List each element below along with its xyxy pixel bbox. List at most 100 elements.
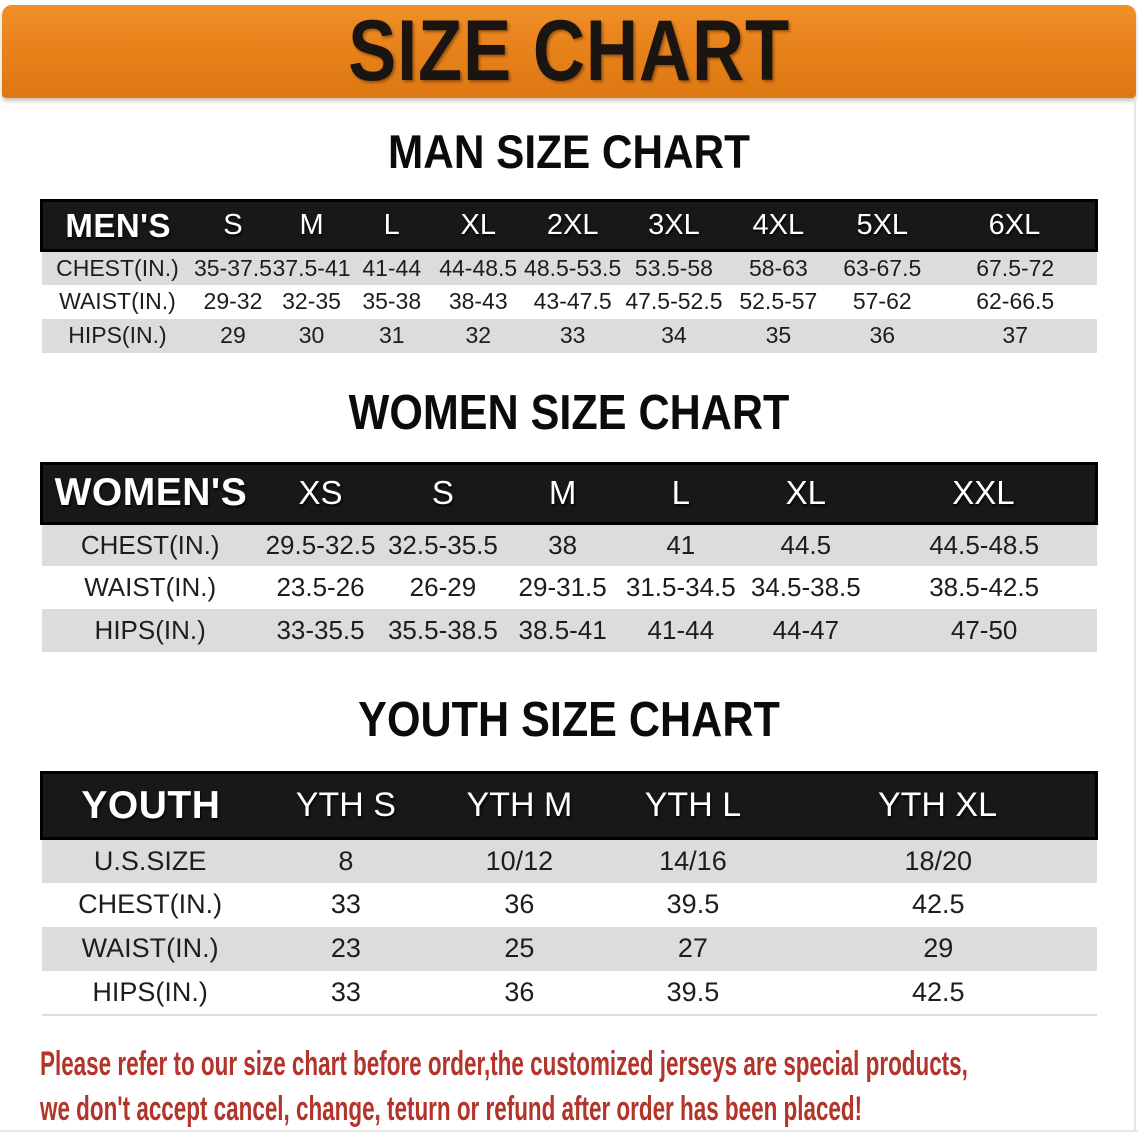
size-column-header: 4XL	[726, 199, 831, 252]
size-value-cell: 41	[621, 523, 740, 566]
size-column-header: 2XL	[523, 199, 622, 252]
measurement-row-label: HIPS(IN.)	[41, 970, 259, 1015]
table-category-label: YOUTH	[39, 771, 259, 840]
measurement-row: HIPS(IN.) 33 36 39.5 42.5	[41, 970, 1097, 1015]
size-value-cell: 35-37.5	[193, 250, 273, 285]
size-column-header: YTH L	[605, 771, 780, 840]
size-value-cell: 29.5-32.5	[258, 523, 383, 566]
youth-chart-heading: YOUTH SIZE CHART	[358, 693, 780, 747]
size-value-cell: 32	[432, 318, 524, 353]
measurement-row-label: WAIST(IN.)	[41, 926, 259, 971]
size-value-cell: 35-38	[350, 284, 433, 319]
size-table-header-row: WOMEN'S XS S M L XL XXL	[39, 461, 1098, 525]
size-column-header: 3XL	[621, 199, 727, 252]
size-value-cell: 26-29	[382, 566, 504, 609]
size-column-header: L	[350, 199, 433, 252]
size-value-cell: 29-32	[193, 284, 273, 319]
size-value-cell: 38.5-41	[503, 609, 622, 652]
size-value-cell: 44-47	[739, 609, 872, 652]
size-table-header-row: YOUTH YTH S YTH M YTH L YTH XL	[39, 771, 1098, 840]
size-value-cell: 29	[193, 318, 273, 353]
size-value-cell: 42.5	[779, 970, 1097, 1015]
size-value-cell: 36	[830, 318, 934, 353]
size-value-cell: 39.5	[605, 970, 780, 1015]
size-value-cell: 44.5-48.5	[871, 523, 1097, 566]
size-value-cell: 31	[350, 318, 433, 353]
men-chart-heading: MAN SIZE CHART	[388, 125, 750, 178]
size-column-header: M	[503, 461, 622, 525]
measurement-row-label: CHEST(IN.)	[41, 882, 259, 927]
disclaimer-line-1: Please refer to our size chart before or…	[40, 1044, 968, 1083]
size-column-header: XL	[739, 461, 872, 525]
size-column-header: XL	[432, 199, 524, 252]
size-value-cell: 42.5	[779, 882, 1097, 927]
measurement-row-label: CHEST(IN.)	[41, 523, 259, 566]
size-value-cell: 67.5-72	[933, 250, 1097, 285]
size-value-cell: 33-35.5	[258, 609, 383, 652]
size-value-cell: 35.5-38.5	[382, 609, 504, 652]
measurement-row: HIPS(IN.) 33-35.5 35.5-38.5 38.5-41 41-44 44-…	[41, 609, 1097, 652]
men-size-chart-section: MAN SIZE CHART MEN'S S M L XL 2XL 3XL 4XL 5XL 6XL…	[0, 128, 1138, 353]
size-column-header: XXL	[871, 461, 1098, 525]
size-value-cell: 32-35	[272, 284, 351, 319]
measurement-row-label: WAIST(IN.)	[41, 566, 259, 609]
size-value-cell: 58-63	[726, 250, 831, 285]
measurement-row: WAIST(IN.) 23 25 27 29	[41, 926, 1097, 971]
size-value-cell: 38-43	[432, 284, 524, 319]
size-value-cell: 39.5	[605, 882, 780, 927]
size-value-cell: 33	[523, 318, 622, 353]
size-value-cell: 47-50	[871, 609, 1097, 652]
size-value-cell: 27	[605, 926, 780, 971]
size-value-cell: 25	[432, 926, 606, 971]
size-value-cell: 29-31.5	[503, 566, 622, 609]
measurement-row-label: HIPS(IN.)	[41, 318, 194, 353]
table-category-label: MEN'S	[40, 199, 194, 252]
youth-size-table: YOUTH YTH S YTH M YTH L YTH XL U.S.SIZE 8 10/12…	[39, 771, 1098, 1016]
measurement-row: WAIST(IN.) 29-32 32-35 35-38 38-43 43-47.5 47.…	[41, 284, 1097, 319]
size-value-cell: 48.5-53.5	[523, 250, 622, 285]
size-value-cell: 43-47.5	[523, 284, 622, 319]
size-value-cell: 47.5-52.5	[621, 284, 727, 319]
size-value-cell: 44.5	[739, 523, 872, 566]
size-column-header: S	[193, 199, 273, 252]
size-value-cell: 31.5-34.5	[621, 566, 740, 609]
size-value-cell: 18/20	[779, 838, 1097, 883]
size-value-cell: 34	[621, 318, 727, 353]
size-value-cell: 14/16	[605, 838, 780, 883]
youth-size-chart-section: YOUTH SIZE CHART YOUTH YTH S YTH M YTH L YTH…	[0, 696, 1138, 1016]
size-value-cell: 36	[432, 882, 606, 927]
size-table-header-row: MEN'S S M L XL 2XL 3XL 4XL 5XL 6XL	[40, 199, 1098, 252]
size-value-cell: 34.5-38.5	[739, 566, 872, 609]
size-value-cell: 30	[272, 318, 351, 353]
men-size-table: MEN'S S M L XL 2XL 3XL 4XL 5XL 6XL CHEST(IN.) 35-37…	[40, 199, 1098, 353]
size-value-cell: 63-67.5	[830, 250, 934, 285]
women-chart-heading: WOMEN SIZE CHART	[348, 385, 790, 440]
women-size-chart-section: WOMEN SIZE CHART WOMEN'S XS S M L XL XXL CHEST(…	[0, 385, 1138, 652]
size-column-header: M	[272, 199, 351, 252]
size-value-cell: 37	[933, 318, 1097, 353]
size-column-header: YTH M	[432, 771, 606, 840]
size-value-cell: 41-44	[621, 609, 740, 652]
measurement-row: WAIST(IN.) 23.5-26 26-29 29-31.5 31.5-34.5 34…	[41, 566, 1097, 609]
size-value-cell: 57-62	[830, 284, 934, 319]
measurement-row-label: WAIST(IN.)	[41, 284, 194, 319]
measurement-row: CHEST(IN.) 29.5-32.5 32.5-35.5 38 41 44.5 44.5…	[41, 523, 1097, 566]
size-value-cell: 37.5-41	[272, 250, 351, 285]
size-value-cell: 35	[726, 318, 831, 353]
size-column-header: XS	[258, 461, 383, 525]
table-category-label: WOMEN'S	[39, 461, 259, 525]
size-value-cell: 53.5-58	[621, 250, 727, 285]
size-value-cell: 38	[503, 523, 622, 566]
women-size-table: WOMEN'S XS S M L XL XXL CHEST(IN.) 29.5-32.5 32.5…	[39, 461, 1098, 652]
page-title: SIZE CHART	[348, 2, 790, 99]
size-column-header: S	[382, 461, 504, 525]
size-value-cell: 23.5-26	[258, 566, 383, 609]
size-value-cell: 10/12	[432, 838, 606, 883]
size-value-cell: 33	[258, 882, 433, 927]
size-value-cell: 52.5-57	[726, 284, 831, 319]
size-value-cell: 32.5-35.5	[382, 523, 504, 566]
measurement-row-label: CHEST(IN.)	[41, 250, 194, 285]
size-value-cell: 44-48.5	[432, 250, 524, 285]
size-value-cell: 29	[779, 926, 1097, 971]
